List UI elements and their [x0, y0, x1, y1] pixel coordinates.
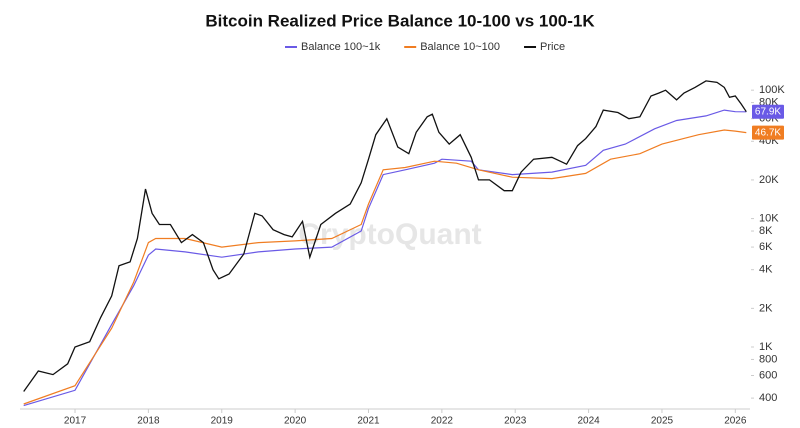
x-tick-label: 2020: [284, 416, 307, 427]
y-tick-label: 10K: [759, 212, 779, 224]
series-line: [23, 109, 747, 407]
y-tick-label: 6K: [759, 241, 773, 253]
value-label: 46.7K: [755, 127, 781, 138]
x-tick-label: 2023: [504, 416, 527, 427]
x-tick-label: 2021: [357, 416, 380, 427]
watermark: CryptoQuant: [298, 218, 481, 251]
chart-title: Bitcoin Realized Price Balance 10-100 vs…: [205, 11, 595, 30]
x-tick-label: 2022: [431, 416, 454, 427]
y-tick-label: 8K: [759, 225, 773, 237]
x-tick-label: 2019: [211, 416, 234, 427]
legend-label: Price: [540, 41, 565, 53]
y-tick-label: 400: [759, 392, 777, 404]
x-tick-label: 2025: [651, 416, 674, 427]
value-tag: [752, 125, 784, 140]
y-tick-label: 4K: [759, 264, 773, 276]
y-tick-label: 2K: [759, 302, 773, 314]
series-line: [23, 129, 747, 405]
y-tick-label: 800: [759, 353, 777, 365]
series-line: [23, 80, 747, 392]
x-tick-label: 2026: [724, 416, 747, 427]
value-label: 67.9K: [755, 106, 781, 117]
legend-label: Balance 10~100: [420, 41, 500, 53]
x-tick-label: 2024: [577, 416, 600, 427]
value-tag: [752, 104, 784, 119]
y-tick-label: 20K: [759, 174, 779, 186]
x-tick-label: 2017: [64, 416, 87, 427]
y-tick-label: 100K: [759, 84, 785, 96]
y-tick-label: 600: [759, 369, 777, 381]
x-tick-label: 2018: [137, 416, 160, 427]
legend-label: Balance 100~1k: [301, 41, 381, 53]
y-tick-label: 1K: [759, 341, 773, 353]
